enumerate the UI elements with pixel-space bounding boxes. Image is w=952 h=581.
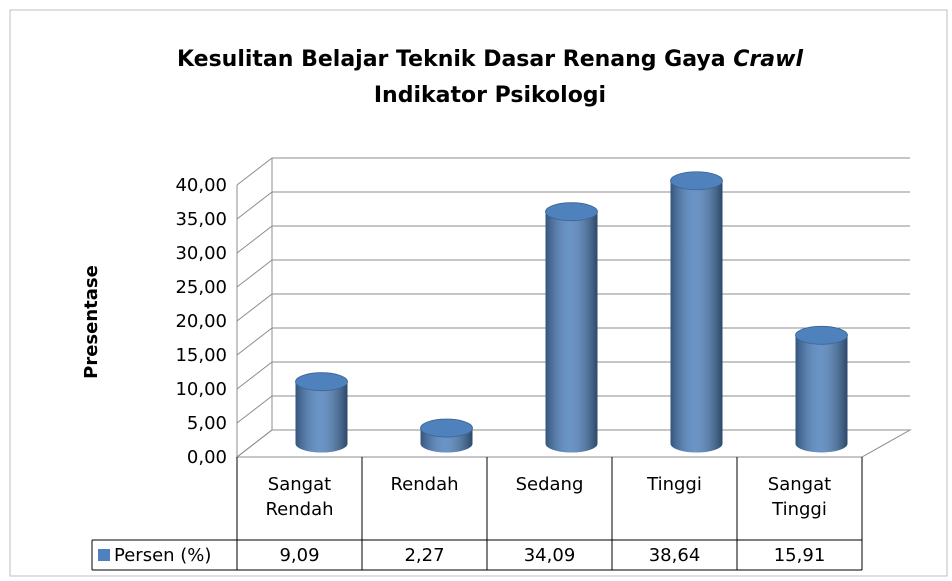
data-table-value: 9,09 (279, 545, 319, 566)
bar (420, 418, 473, 453)
bar (795, 325, 848, 453)
legend-label: Persen (%) (114, 545, 211, 566)
grid-line-side (236, 361, 273, 390)
x-tick-label: Rendah (390, 474, 458, 495)
x-tick-label: Sangat Tinggi (768, 474, 831, 520)
chart-subtitle: Indikator Psikologi (374, 83, 606, 108)
grid-line-side (236, 395, 273, 424)
grid-line-side (236, 225, 273, 254)
y-tick-label: 35,00 (175, 209, 227, 230)
data-table-value: 2,27 (404, 545, 444, 566)
bar-shade (795, 335, 848, 453)
data-table-value: 38,64 (649, 545, 701, 566)
grid-line-side (236, 293, 273, 322)
bar-shade (545, 211, 598, 453)
x-tick-label: Sangat Rendah (265, 474, 333, 520)
bar-shade (670, 180, 723, 453)
grid-line-side (236, 259, 273, 288)
grid-line-side (236, 429, 273, 458)
y-tick-label: 15,00 (175, 345, 227, 366)
bar-shade (295, 381, 348, 453)
chart-title: Kesulitan Belajar Teknik Dasar Renang Ga… (177, 47, 803, 72)
y-tick-label: 40,00 (175, 175, 227, 196)
x-tick-label: Tinggi (646, 474, 702, 495)
x-tick-label: Sedang (516, 474, 584, 495)
grid-line-side (236, 191, 273, 220)
y-tick-label: 30,00 (175, 243, 227, 264)
data-table-value: 15,91 (774, 545, 826, 566)
bar-top (670, 171, 723, 191)
data-table-value: 34,09 (524, 545, 576, 566)
y-tick-label: 25,00 (175, 277, 227, 298)
bar (670, 171, 723, 453)
y-axis-label: Presentase (81, 265, 102, 379)
legend-swatch (98, 549, 110, 561)
grid-line-side (236, 157, 273, 186)
grid-line-side (236, 327, 273, 356)
y-tick-label: 20,00 (175, 311, 227, 332)
bar (295, 372, 348, 453)
chart-border (9, 9, 948, 577)
y-tick-label: 0,00 (187, 447, 227, 468)
bar-top (545, 202, 598, 222)
y-tick-label: 5,00 (187, 413, 227, 434)
bar-top (295, 372, 348, 392)
y-tick-label: 10,00 (175, 379, 227, 400)
bar-top (795, 325, 848, 345)
bar-top (420, 418, 473, 438)
bar (545, 202, 598, 453)
